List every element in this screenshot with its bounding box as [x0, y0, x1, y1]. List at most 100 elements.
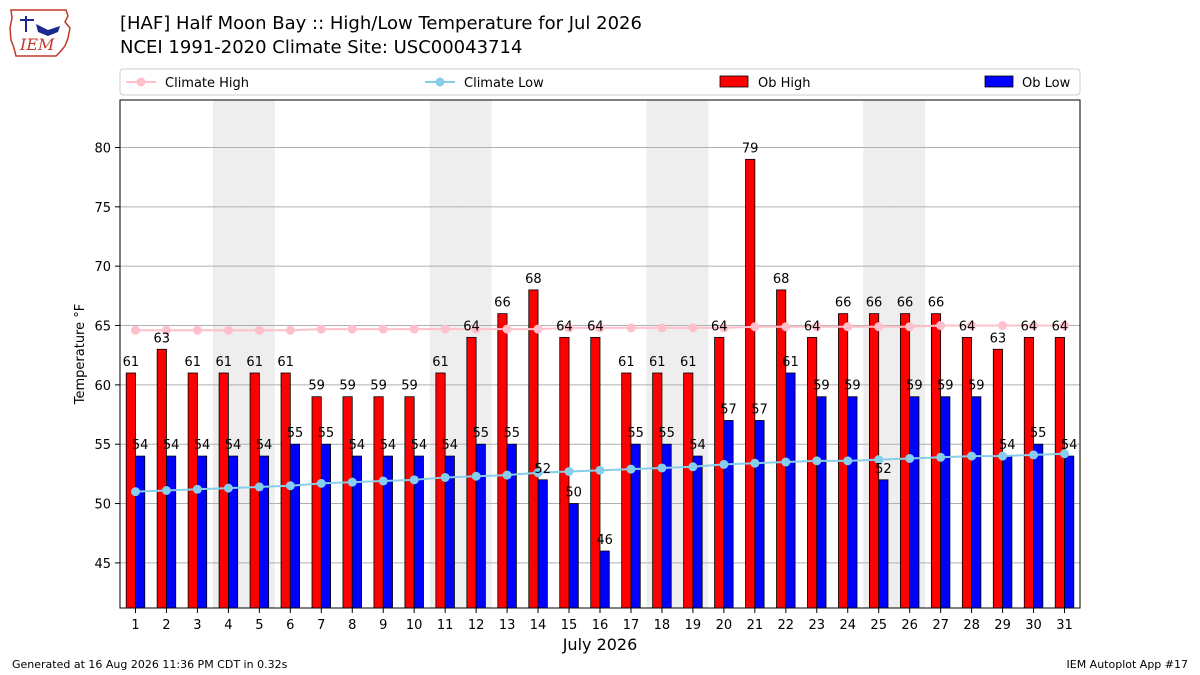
- ob-high-value-label: 59: [339, 379, 356, 394]
- ob-high-value-label: 61: [123, 355, 140, 370]
- ob-low-bar: [320, 443, 331, 609]
- climate-high-point: [781, 322, 791, 332]
- ob-low-value-label: 54: [163, 438, 180, 453]
- ob-high-value-label: 79: [742, 141, 759, 156]
- climate-low-point: [161, 485, 171, 495]
- climate-low-point: [657, 463, 667, 473]
- ob-low-value-label: 54: [411, 438, 428, 453]
- ob-low-bar: [258, 455, 270, 609]
- x-tick-label: 25: [870, 618, 887, 633]
- climate-high-point: [936, 321, 946, 331]
- climate-low-point: [502, 470, 512, 480]
- ob-low-bar: [847, 396, 858, 609]
- ob-low-value-label: 54: [380, 438, 397, 453]
- ob-low-value-label: 59: [813, 379, 830, 394]
- ob-low-value-label: 59: [968, 379, 985, 394]
- ob-low-value-label: 52: [534, 462, 551, 477]
- ob-high-bar: [280, 372, 291, 609]
- ob-high-value-label: 64: [1021, 319, 1038, 334]
- x-tick-label: 10: [406, 618, 423, 633]
- ob-low-value-label: 55: [658, 426, 675, 441]
- x-tick-label: 7: [317, 618, 325, 633]
- x-tick-label: 12: [468, 618, 485, 633]
- x-tick-label: 23: [809, 618, 826, 633]
- ob-low-value-label: 61: [782, 355, 799, 370]
- ob-low-value-label: 55: [318, 426, 335, 441]
- ob-low-bar: [754, 420, 765, 609]
- x-axis-label: July 2026: [562, 635, 638, 654]
- ob-high-bar: [992, 348, 1003, 609]
- climate-high-point: [161, 325, 171, 335]
- ob-high-value-label: 66: [897, 296, 914, 311]
- ob-low-value-label: 55: [1030, 426, 1047, 441]
- climate-high-point: [1060, 321, 1070, 331]
- ob-low-value-label: 54: [689, 438, 706, 453]
- legend-climate-high-marker: [136, 77, 146, 87]
- climate-low-point: [130, 487, 140, 497]
- ob-high-value-label: 63: [990, 331, 1007, 346]
- ob-low-value-label: 55: [503, 426, 520, 441]
- climate-low-point: [812, 456, 822, 466]
- x-tick-label: 31: [1056, 618, 1073, 633]
- x-tick-label: 11: [437, 618, 454, 633]
- climate-low-point: [285, 481, 295, 491]
- legend-ob-low-swatch: [984, 75, 1014, 88]
- climate-high-point: [316, 324, 326, 334]
- climate-high-point: [192, 325, 202, 335]
- x-tick-label: 19: [685, 618, 702, 633]
- climate-low-point: [781, 457, 791, 467]
- climate-low-point: [750, 458, 760, 468]
- x-tick-label: 14: [530, 618, 547, 633]
- ob-high-value-label: 63: [154, 331, 171, 346]
- ob-high-bar: [342, 396, 353, 609]
- x-tick-label: 29: [994, 618, 1011, 633]
- legend-climate-high-label: Climate High: [165, 76, 249, 91]
- ob-low-value-label: 59: [906, 379, 923, 394]
- ob-low-value-label: 54: [442, 438, 459, 453]
- ob-high-value-label: 64: [959, 319, 976, 334]
- ob-low-bar: [1064, 455, 1075, 609]
- ob-high-value-label: 61: [246, 355, 263, 370]
- climate-high-point: [223, 325, 233, 335]
- x-tick-label: 5: [255, 618, 263, 633]
- legend-ob-high-swatch: [719, 75, 749, 88]
- x-tick-label: 27: [932, 618, 949, 633]
- climate-high-point: [998, 321, 1008, 331]
- ob-low-bar: [197, 455, 208, 609]
- ob-low-value-label: 55: [627, 426, 644, 441]
- ob-high-value-label: 61: [649, 355, 666, 370]
- climate-high-point: [657, 323, 667, 333]
- y-tick-label: 50: [94, 498, 111, 513]
- climate-high-point: [378, 324, 388, 334]
- climate-high-point: [626, 323, 636, 333]
- ob-low-value-label: 50: [565, 486, 582, 501]
- ob-high-bar: [745, 158, 756, 609]
- climate-high-point: [502, 324, 512, 334]
- climate-low-point: [967, 451, 977, 461]
- climate-high-point: [130, 325, 140, 335]
- ob-low-bar: [1033, 443, 1044, 609]
- climate-low-point: [378, 476, 388, 486]
- climate-low-point: [595, 465, 605, 475]
- ob-high-value-label: 61: [277, 355, 294, 370]
- ob-high-value-label: 61: [432, 355, 449, 370]
- climate-low-point: [533, 468, 543, 478]
- ob-high-bar: [373, 396, 384, 609]
- x-tick-label: 6: [286, 618, 294, 633]
- climate-low-point: [874, 455, 884, 465]
- x-tick-label: 20: [716, 618, 733, 633]
- ob-low-bar: [723, 420, 734, 609]
- climate-low-point: [254, 482, 264, 492]
- climate-high-point: [254, 325, 264, 335]
- ob-high-bar: [776, 289, 787, 609]
- ob-high-bar: [404, 396, 415, 609]
- ob-high-value-label: 59: [401, 379, 418, 394]
- ob-high-value-label: 64: [463, 319, 480, 334]
- y-axis-label: Temperature °F: [73, 304, 88, 405]
- climate-high-point: [843, 322, 853, 332]
- y-tick-label: 60: [94, 379, 111, 394]
- legend-box: [119, 68, 1081, 96]
- ob-low-bar: [289, 443, 301, 609]
- climate-low-point: [471, 471, 481, 481]
